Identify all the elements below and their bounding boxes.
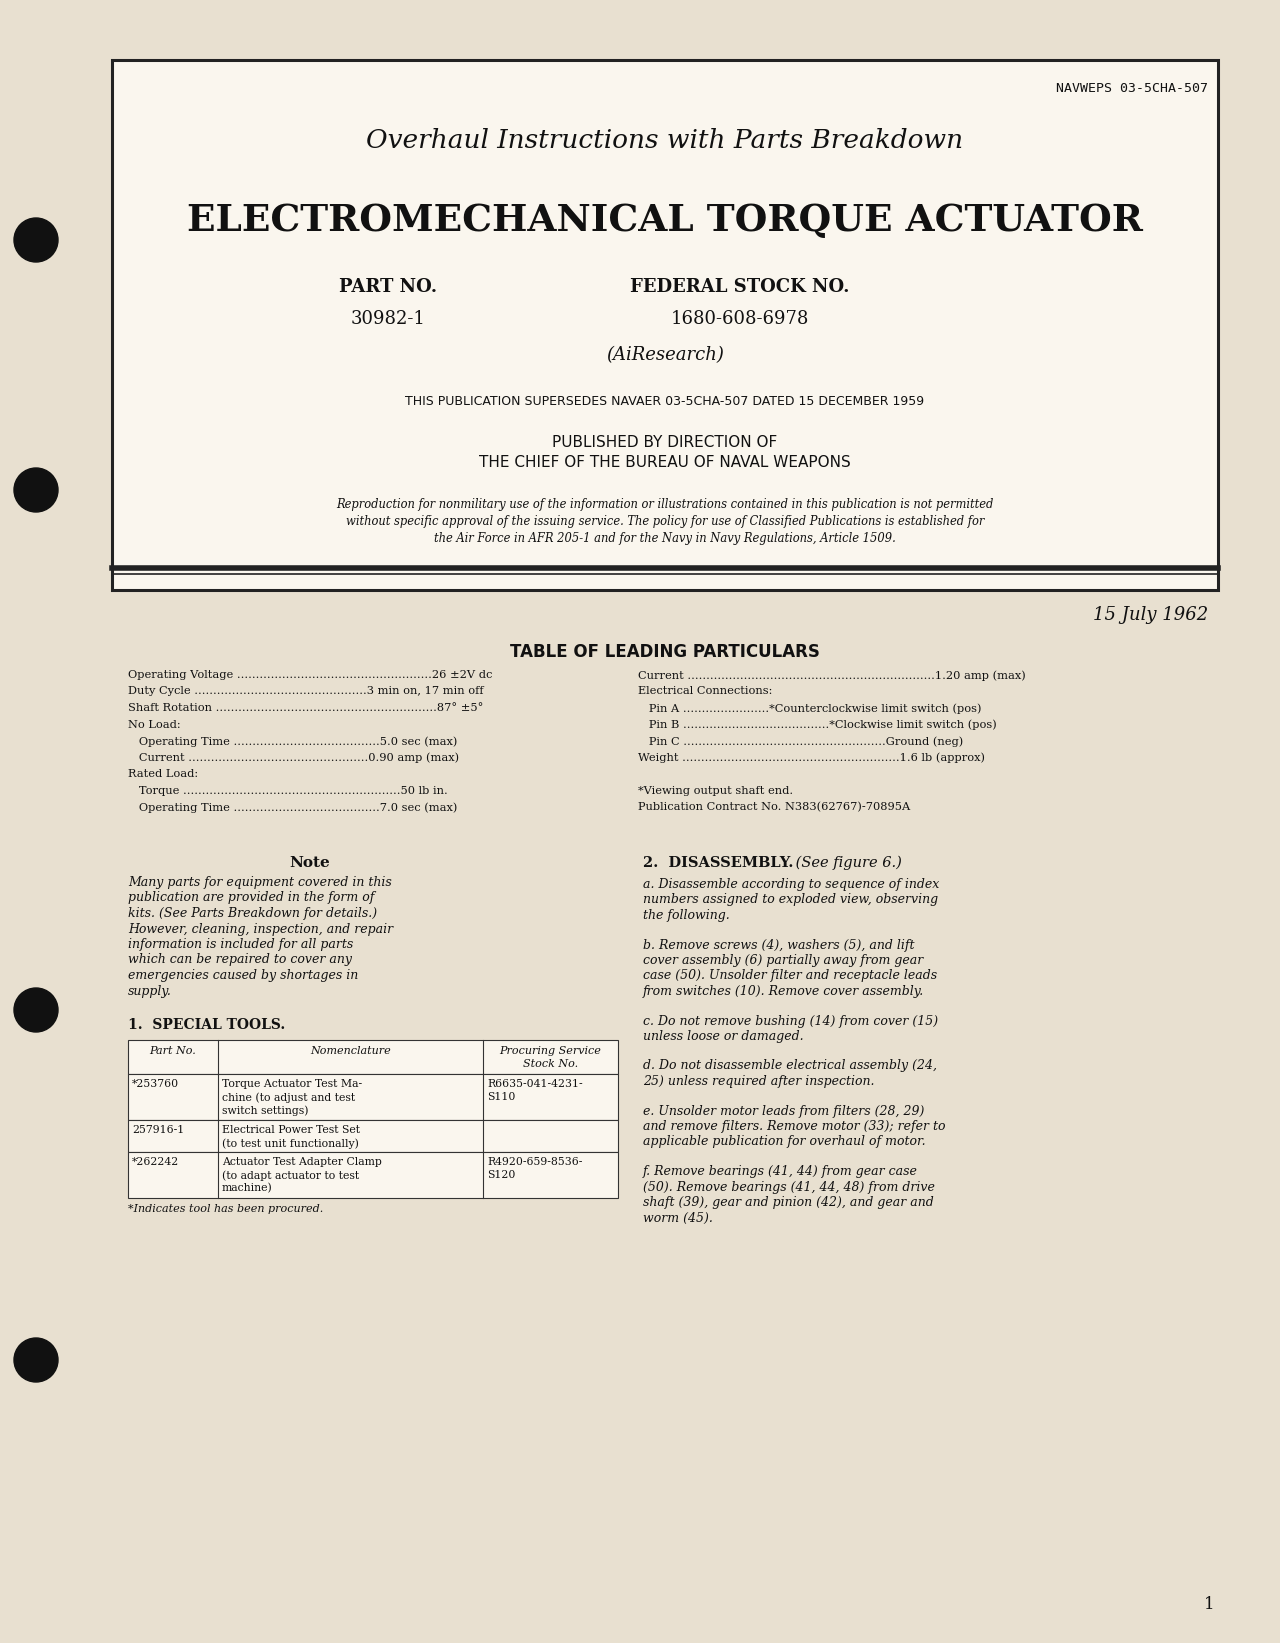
Text: Stock No.: Stock No. [524,1060,579,1070]
Text: Pin A .......................*Counterclockwise limit switch (pos): Pin A .......................*Counterclo… [637,703,982,713]
Bar [128,1040,618,1075]
Text: Part No.: Part No. [150,1047,196,1056]
Text: (to test unit functionally): (to test unit functionally) [221,1139,358,1148]
Text: kits. (See Parts Breakdown for details.): kits. (See Parts Breakdown for details.) [128,907,378,920]
Text: (See figure 6.): (See figure 6.) [791,856,902,871]
Text: Actuator Test Adapter Clamp: Actuator Test Adapter Clamp [221,1157,381,1167]
Text: Weight ..........................................................1.6 lb (approx): Weight .................................… [637,752,986,762]
Text: *262242: *262242 [132,1157,179,1167]
Text: Rated Load:: Rated Load: [128,769,198,779]
Text: without specific approval of the issuing service. The policy for use of Classifi: without specific approval of the issuing… [346,514,984,527]
Text: e. Unsolder motor leads from filters (28, 29): e. Unsolder motor leads from filters (28… [643,1104,924,1117]
Text: Torque ..........................................................50 lb in.: Torque .................................… [128,785,448,795]
Text: NAVWEPS 03-5CHA-507: NAVWEPS 03-5CHA-507 [1056,82,1208,95]
Text: Current ................................................0.90 amp (max): Current ................................… [128,752,460,762]
Text: Pin B .......................................*Clockwise limit switch (pos): Pin B ..................................… [637,720,997,729]
Text: Overhaul Instructions with Parts Breakdown: Overhaul Instructions with Parts Breakdo… [366,128,964,153]
Circle shape [14,987,58,1032]
Text: Procuring Service: Procuring Service [499,1047,602,1056]
Text: Note: Note [289,856,330,871]
Text: Torque Actuator Test Ma-: Torque Actuator Test Ma- [221,1079,362,1089]
Text: Electrical Connections:: Electrical Connections: [637,687,772,697]
Text: PART NO.: PART NO. [339,278,436,296]
Text: R4920-659-8536-: R4920-659-8536- [486,1157,582,1167]
Text: Publication Contract No. N383(62767)-70895A: Publication Contract No. N383(62767)-708… [637,802,910,812]
Text: information is included for all parts: information is included for all parts [128,938,353,951]
Text: Operating Time .......................................5.0 sec (max): Operating Time .........................… [128,736,457,746]
Text: switch settings): switch settings) [221,1106,308,1116]
Text: cover assembly (6) partially away from gear: cover assembly (6) partially away from g… [643,955,923,968]
Text: the Air Force in AFR 205-1 and for the Navy in Navy Regulations, Article 1509.: the Air Force in AFR 205-1 and for the N… [434,532,896,545]
Text: 1: 1 [1204,1595,1215,1613]
Text: *Viewing output shaft end.: *Viewing output shaft end. [637,785,794,795]
Text: which can be repaired to cover any: which can be repaired to cover any [128,953,352,966]
Text: worm (45).: worm (45). [643,1211,713,1224]
Text: R6635-041-4231-: R6635-041-4231- [486,1079,582,1089]
Text: Operating Time .......................................7.0 sec (max): Operating Time .........................… [128,802,457,813]
Text: 257916-1: 257916-1 [132,1125,184,1135]
Text: FEDERAL STOCK NO.: FEDERAL STOCK NO. [630,278,850,296]
Text: (50). Remove bearings (41, 44, 48) from drive: (50). Remove bearings (41, 44, 48) from … [643,1181,934,1193]
Text: (AiResearch): (AiResearch) [605,347,724,365]
Text: Electrical Power Test Set: Electrical Power Test Set [221,1125,360,1135]
Text: S110: S110 [486,1093,516,1102]
Text: 2.  DISASSEMBLY.: 2. DISASSEMBLY. [643,856,794,871]
Text: Nomenclature: Nomenclature [310,1047,390,1056]
Text: 1680-608-6978: 1680-608-6978 [671,311,809,329]
Text: b. Remove screws (4), washers (5), and lift: b. Remove screws (4), washers (5), and l… [643,938,914,951]
Circle shape [14,1337,58,1382]
Text: from switches (10). Remove cover assembly.: from switches (10). Remove cover assembl… [643,986,924,997]
Text: chine (to adjust and test: chine (to adjust and test [221,1093,355,1102]
Text: publication are provided in the form of: publication are provided in the form of [128,892,374,905]
Bar [128,1152,618,1198]
Text: and remove filters. Remove motor (33); refer to: and remove filters. Remove motor (33); r… [643,1121,946,1134]
Text: c. Do not remove bushing (14) from cover (15): c. Do not remove bushing (14) from cover… [643,1014,938,1027]
Text: Many parts for equipment covered in this: Many parts for equipment covered in this [128,876,392,889]
Text: applicable publication for overhaul of motor.: applicable publication for overhaul of m… [643,1135,925,1148]
Text: machine): machine) [221,1183,273,1193]
Text: case (50). Unsolder filter and receptacle leads: case (50). Unsolder filter and receptacl… [643,969,937,983]
Text: Pin C ......................................................Ground (neg): Pin C ..................................… [637,736,964,746]
Text: THE CHIEF OF THE BUREAU OF NAVAL WEAPONS: THE CHIEF OF THE BUREAU OF NAVAL WEAPONS [479,455,851,470]
Text: 15 July 1962: 15 July 1962 [1093,606,1208,624]
Text: emergencies caused by shortages in: emergencies caused by shortages in [128,969,358,983]
Text: Operating Voltage ....................................................26 ±2V dc: Operating Voltage ......................… [128,670,493,680]
Bar [128,1075,618,1121]
Text: *Indicates tool has been procured.: *Indicates tool has been procured. [128,1204,324,1214]
Text: However, cleaning, inspection, and repair: However, cleaning, inspection, and repai… [128,922,393,935]
Text: a. Disassemble according to sequence of index: a. Disassemble according to sequence of … [643,877,940,891]
Text: Reproduction for nonmilitary use of the information or illustrations contained i: Reproduction for nonmilitary use of the … [337,498,993,511]
Text: 25) unless required after inspection.: 25) unless required after inspection. [643,1075,874,1088]
Text: *253760: *253760 [132,1079,179,1089]
Bar [128,1121,618,1152]
Text: shaft (39), gear and pinion (42), and gear and: shaft (39), gear and pinion (42), and ge… [643,1196,933,1209]
Text: ELECTROMECHANICAL TORQUE ACTUATOR: ELECTROMECHANICAL TORQUE ACTUATOR [187,202,1143,238]
Text: TABLE OF LEADING PARTICULARS: TABLE OF LEADING PARTICULARS [509,642,820,660]
Text: d. Do not disassemble electrical assembly (24,: d. Do not disassemble electrical assembl… [643,1060,937,1073]
Text: No Load:: No Load: [128,720,180,729]
Text: (to adapt actuator to test: (to adapt actuator to test [221,1170,360,1181]
Text: S120: S120 [486,1170,516,1180]
Text: 30982-1: 30982-1 [351,311,425,329]
Circle shape [14,219,58,261]
Circle shape [14,468,58,513]
Text: supply.: supply. [128,984,172,997]
Text: f. Remove bearings (41, 44) from gear case: f. Remove bearings (41, 44) from gear ca… [643,1165,918,1178]
Text: Current ..................................................................1.20 a: Current ................................… [637,670,1025,680]
Text: Shaft Rotation ...........................................................87° ±5: Shaft Rotation .........................… [128,703,484,713]
Text: Duty Cycle ..............................................3 min on, 17 min off: Duty Cycle .............................… [128,687,484,697]
Text: the following.: the following. [643,909,730,922]
Bar [113,61,1219,590]
Text: PUBLISHED BY DIRECTION OF: PUBLISHED BY DIRECTION OF [553,435,778,450]
Text: numbers assigned to exploded view, observing: numbers assigned to exploded view, obser… [643,894,938,907]
Text: 1.  SPECIAL TOOLS.: 1. SPECIAL TOOLS. [128,1019,285,1032]
Text: unless loose or damaged.: unless loose or damaged. [643,1030,804,1043]
Text: THIS PUBLICATION SUPERSEDES NAVAER 03-5CHA-507 DATED 15 DECEMBER 1959: THIS PUBLICATION SUPERSEDES NAVAER 03-5C… [406,394,924,407]
